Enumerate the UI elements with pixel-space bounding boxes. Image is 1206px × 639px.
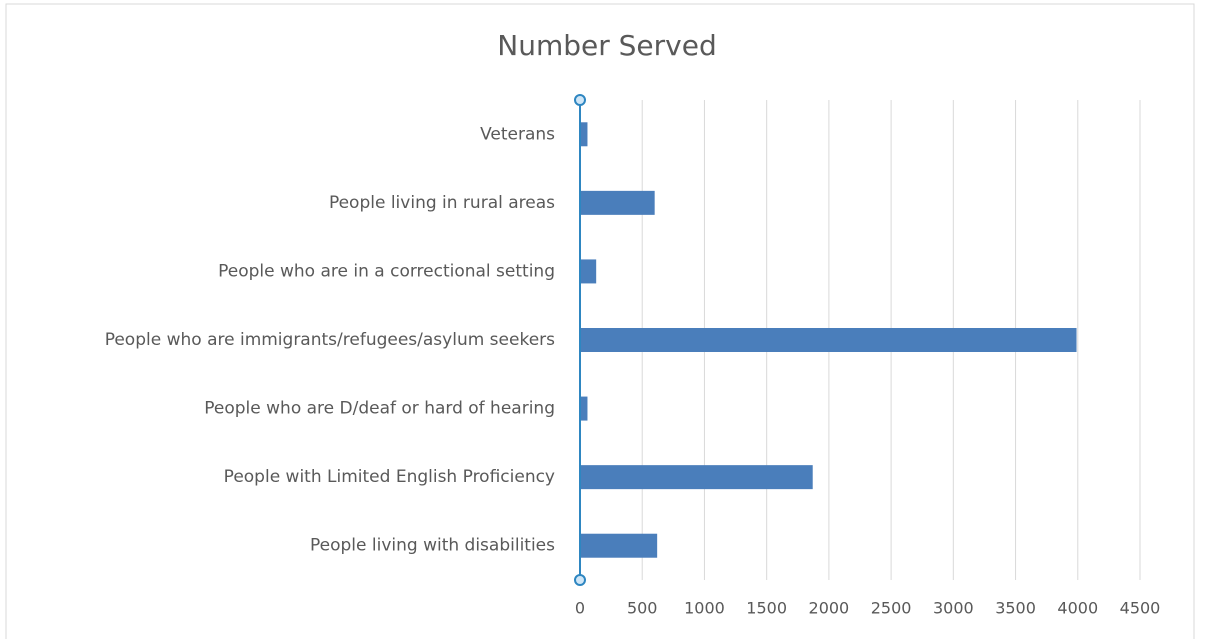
chart-frame — [5, 3, 1195, 639]
axis-handle — [574, 574, 586, 586]
y-tick-label: People who are immigrants/refugees/asylu… — [105, 330, 555, 350]
axis-handle — [574, 94, 586, 106]
x-tick-label: 2000 — [809, 599, 850, 618]
chart-title: Number Served — [497, 29, 716, 62]
y-tick-label: People living with disabilities — [310, 536, 555, 556]
x-tick-label: 4000 — [1057, 599, 1098, 618]
y-tick-label: People with Limited English Proficiency — [224, 467, 555, 487]
y-tick-label: People who are in a correctional setting — [218, 261, 555, 281]
y-tick-label: Veterans — [480, 124, 555, 144]
bar — [580, 259, 597, 284]
bar — [580, 328, 1077, 352]
x-tick-label: 3000 — [933, 599, 974, 618]
x-tick-label: 3500 — [995, 599, 1036, 618]
bar — [580, 122, 588, 147]
x-tick-label: 4500 — [1120, 599, 1161, 618]
x-tick-label: 1000 — [684, 599, 725, 618]
y-tick-label: People who are D/deaf or hard of hearing — [204, 399, 555, 419]
x-tick-label: 0 — [575, 599, 585, 618]
bar — [580, 465, 813, 490]
bar — [580, 396, 588, 421]
bar — [580, 533, 658, 558]
y-tick-label: People living in rural areas — [329, 193, 555, 213]
x-tick-label: 1500 — [746, 599, 787, 618]
x-tick-label: 500 — [627, 599, 658, 618]
x-tick-label: 2500 — [871, 599, 912, 618]
bar — [580, 190, 655, 215]
